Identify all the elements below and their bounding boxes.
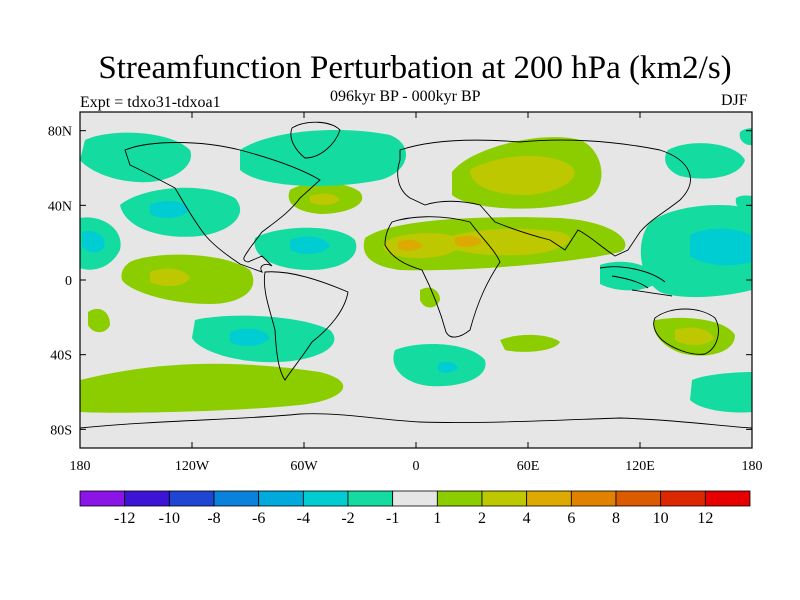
anomaly-region [455, 235, 482, 247]
colorbar-swatch [302, 490, 349, 507]
colorbar-swatch [392, 490, 438, 507]
colorbar-swatch [213, 490, 260, 507]
continent-outline [653, 308, 719, 355]
coastlines [80, 121, 752, 429]
colorbar-label: -8 [207, 510, 220, 527]
y-tick-label: 40N [48, 199, 72, 214]
chart-subtitle: 096kyr BP - 000kyr BP [330, 88, 481, 105]
anomaly-region [735, 195, 752, 214]
anomaly-region [500, 334, 560, 352]
colorbar-label: -12 [114, 510, 135, 527]
continent-outline [290, 121, 341, 159]
continent-outline [397, 139, 691, 257]
anomaly-region [150, 200, 190, 219]
y-tick-label: 80N [48, 125, 72, 140]
y-tick-label: 80S [50, 423, 72, 438]
colorbar-swatch [481, 490, 528, 507]
colorbar-swatch [704, 490, 751, 507]
colorbar-swatch [124, 490, 170, 507]
colorbar-swatch [347, 490, 394, 507]
season-label: DJF [721, 92, 748, 109]
anomaly-region [310, 193, 340, 205]
colorbar-swatch [436, 490, 483, 507]
colorbar-swatch [660, 490, 706, 507]
chart-title: Streamfunction Perturbation at 200 hPa (… [98, 50, 732, 86]
continent-outline [124, 142, 321, 273]
experiment-label: Expt = tdxo31-tdxoa1 [80, 94, 221, 111]
colorbar-label: -2 [341, 510, 354, 527]
anomaly-fields [80, 128, 752, 413]
colorbar-label: 1 [433, 510, 441, 527]
colorbar-label: -4 [297, 510, 310, 527]
colorbar: -12 -10 -8 -6 -4 -2 -1 1 2 4 6 8 10 12 [79, 490, 751, 527]
anomaly-region [398, 239, 422, 251]
anomaly-region [739, 128, 752, 146]
colorbar-swatch [526, 490, 572, 507]
x-tick-label: 120W [175, 459, 210, 474]
colorbar-swatch [168, 490, 215, 507]
continent-outline [384, 216, 501, 338]
x-tick-label: 120E [625, 459, 655, 474]
y-axis: 80N 40N 0 40S 80S [48, 125, 752, 438]
anomaly-region [690, 372, 752, 413]
anomaly-region [240, 130, 407, 186]
colorbar-label: 8 [612, 510, 620, 527]
anomaly-region [665, 143, 745, 179]
anomaly-region [290, 236, 330, 255]
anomaly-region [420, 287, 440, 308]
colorbar-label: 4 [523, 510, 531, 527]
colorbar-swatch [258, 490, 304, 507]
colorbar-label: -6 [252, 510, 265, 527]
y-tick-label: 0 [65, 274, 72, 289]
colorbar-label: 12 [697, 510, 713, 527]
anomaly-region [230, 328, 270, 347]
x-tick-label: 180 [742, 459, 763, 474]
colorbar-label: -10 [159, 510, 180, 527]
continent-outline [599, 266, 673, 297]
anomaly-region [88, 308, 110, 333]
colorbar-swatch [79, 490, 126, 507]
continent-outline [80, 413, 752, 429]
anomaly-region [438, 361, 458, 373]
anomaly-region [440, 228, 571, 256]
x-tick-label: 60E [517, 459, 540, 474]
colorbar-label: -1 [386, 510, 399, 527]
colorbar-label: 6 [567, 510, 575, 527]
x-tick-label: 180 [70, 459, 91, 474]
colorbar-swatch [615, 490, 662, 507]
anomaly-region [80, 363, 344, 413]
x-tick-label: 0 [413, 459, 420, 474]
continent-outline [263, 271, 349, 381]
colorbar-label: 2 [478, 510, 486, 527]
anomaly-region [600, 261, 660, 291]
y-tick-label: 40S [50, 349, 72, 364]
anomaly-region [150, 268, 190, 287]
anomaly-region [690, 228, 752, 266]
anomaly-region [470, 155, 575, 196]
anomaly-region [80, 132, 192, 183]
x-tick-label: 60W [290, 459, 318, 474]
anomaly-region [82, 230, 105, 253]
colorbar-swatch [570, 490, 617, 507]
x-axis: 180 120W 60W 0 60E 120E 180 [70, 112, 763, 474]
anomaly-region [675, 327, 714, 345]
colorbar-label: 10 [653, 510, 669, 527]
